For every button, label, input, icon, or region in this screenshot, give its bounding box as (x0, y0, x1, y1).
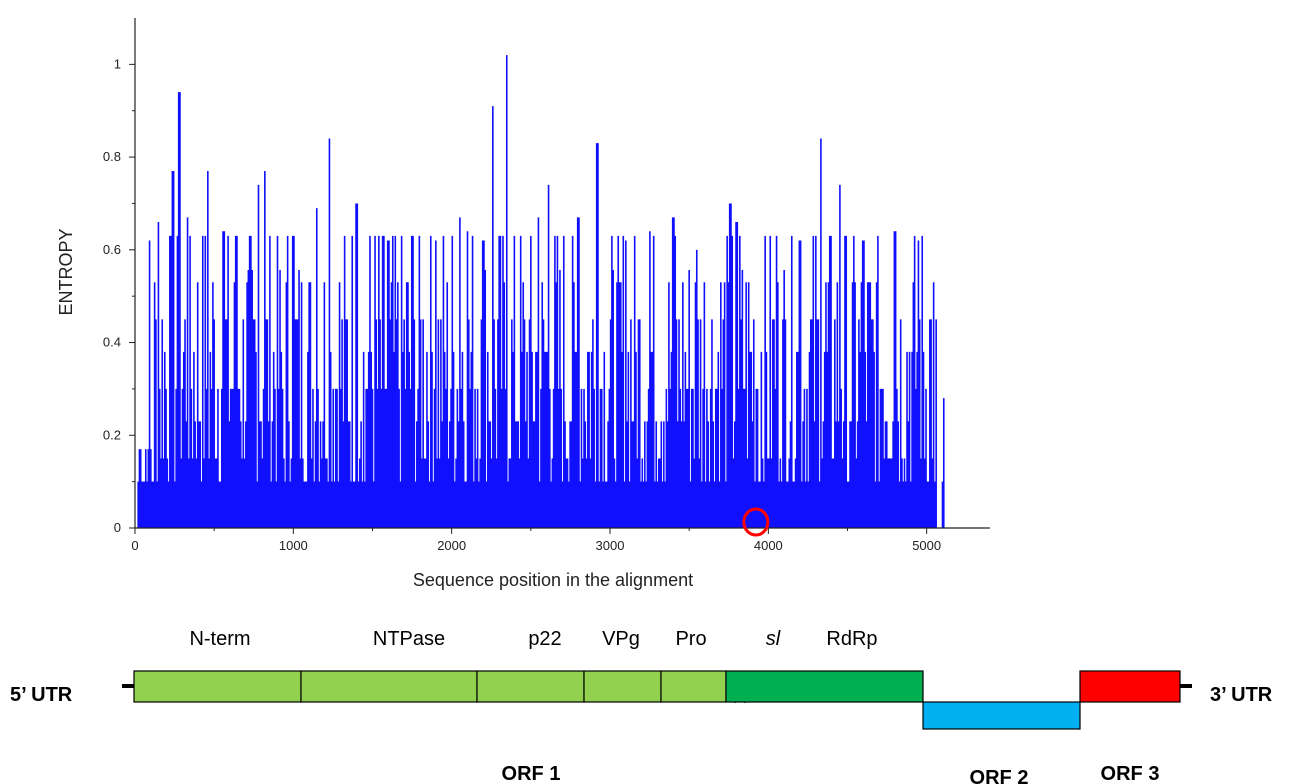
y-tick-label: 0.2 (103, 427, 121, 442)
y-axis-title: ENTROPY (56, 228, 76, 315)
domain-label-ntpase: NTPase (373, 628, 445, 650)
x-tick-label: 0 (131, 538, 138, 553)
y-axis-ticks: 0 0.2 0.4 0.6 0.8 1 (103, 56, 135, 535)
orf3-label: ORF 3 (1101, 763, 1160, 784)
x-tick-label: 4000 (754, 538, 783, 553)
y-tick-label: 0.6 (103, 242, 121, 257)
entropy-bars (137, 55, 945, 528)
domain-label-sl: sl (766, 628, 781, 650)
x-tick-label: 2000 (437, 538, 466, 553)
y-tick-label: 0.8 (103, 149, 121, 164)
orf3-box (1079, 670, 1181, 703)
orf1-segment-n-term (133, 670, 302, 703)
domain-label-rdrp: RdRp (826, 628, 877, 650)
x-axis-ticks: 0 1000 2000 3000 4000 5000 (131, 528, 941, 553)
x-tick-label: 1000 (279, 538, 308, 553)
orf1-segment-p22 (476, 670, 585, 703)
orf1-segment-rdrp (725, 670, 924, 703)
x-tick-label: 5000 (912, 538, 941, 553)
orf2-label: ORF 2 (970, 767, 1029, 784)
y-tick-label: 0 (114, 520, 121, 535)
highlight-circle (742, 507, 770, 537)
orf1-segment-vpg (583, 670, 662, 703)
x-axis-title: Sequence position in the alignment (413, 570, 693, 590)
genome-map: N-term NTPase p22 VPg Pro sl RdRp 5’ UTR… (10, 628, 1273, 784)
domain-label-vpg: VPg (602, 628, 640, 650)
domain-label-n-term: N-term (189, 628, 250, 650)
domain-label-pro: Pro (675, 628, 706, 650)
x-tick-label: 3000 (596, 538, 625, 553)
orf1-segment-pro (660, 670, 727, 703)
entropy-chart: 0 0.2 0.4 0.6 0.8 1 0 1000 2000 3000 4000 5000 ENT… (56, 18, 990, 590)
utr5-label: 5’ UTR (10, 684, 73, 706)
y-tick-label: 1 (114, 56, 121, 71)
domain-label-p22: p22 (528, 628, 561, 650)
utr3-label: 3’ UTR (1210, 684, 1273, 706)
orf1-segment-ntpase (300, 670, 478, 703)
y-tick-label: 0.4 (103, 335, 121, 350)
orf1-label: ORF 1 (502, 763, 561, 784)
orf2-box (922, 701, 1081, 730)
